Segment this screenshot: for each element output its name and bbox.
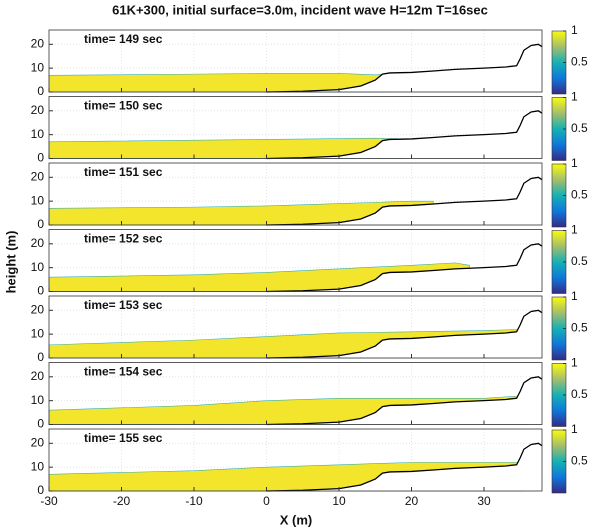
y-tick-label: 20: [31, 302, 45, 316]
land-mask: [266, 310, 542, 358]
x-tick-label: -10: [185, 494, 203, 508]
y-tick-label: 0: [37, 84, 44, 98]
y-tick-label: 10: [31, 193, 45, 207]
colorbar-tick-label: 0.5: [571, 321, 588, 335]
x-tick-label: 30: [477, 494, 491, 508]
y-tick-label: 20: [31, 369, 45, 383]
axes-box: [48, 362, 543, 425]
land-mask: [266, 443, 542, 491]
y-tick-label: 0: [37, 350, 44, 364]
panel-label: time= 151 sec: [84, 165, 163, 179]
axes-box: [48, 96, 543, 159]
y-tick-label: 0: [37, 417, 44, 431]
y-axis-label: height (m): [3, 231, 18, 294]
panel-label: time= 152 sec: [84, 232, 163, 246]
panel-label: time= 153 sec: [84, 298, 163, 312]
bottom-line: [266, 376, 543, 426]
y-tick-label: 20: [31, 169, 45, 183]
y-tick-label: 20: [31, 103, 45, 117]
colorbar-tick-label: 1: [571, 422, 578, 436]
axes-box: [48, 428, 543, 492]
panel-label: time= 154 sec: [84, 365, 163, 379]
y-tick-label: 0: [37, 483, 44, 497]
x-tick-label: 20: [405, 494, 419, 508]
x-tick-label: -20: [113, 494, 131, 508]
panel-label: time= 155 sec: [84, 431, 163, 445]
panel-label: time= 150 sec: [84, 99, 163, 113]
axes-box: [48, 162, 543, 226]
bottom-line: [266, 43, 543, 93]
colorbar-tick-label: 0.5: [571, 254, 588, 268]
bottom-line: [266, 442, 543, 492]
axes-box: [48, 295, 543, 359]
y-tick-label: 10: [31, 459, 45, 473]
land-mask: [266, 44, 542, 92]
x-axis-label: X (m): [280, 512, 313, 527]
x-tick-label: 10: [332, 494, 346, 508]
colorbar-tick-label: 1: [571, 23, 578, 37]
panel-label: time= 149 sec: [84, 32, 163, 46]
x-tick-label: -30: [40, 494, 58, 508]
y-tick-label: 20: [31, 36, 45, 50]
axes-box: [48, 229, 543, 292]
bottom-line: [266, 243, 543, 293]
land-mask: [266, 177, 542, 225]
y-tick-label: 0: [37, 284, 44, 298]
colorbar-tick-label: 0.5: [571, 55, 588, 69]
axes-box: [48, 29, 543, 93]
y-tick-label: 10: [31, 326, 45, 340]
colorbar-tick-label: 1: [571, 289, 578, 303]
land-mask: [266, 243, 542, 292]
y-tick-label: 20: [31, 236, 45, 250]
colorbar-tick-label: 0.5: [571, 387, 588, 401]
colorbar-tick-label: 0.5: [571, 188, 588, 202]
colorbar-tick-label: 1: [571, 90, 578, 104]
y-tick-label: 0: [37, 217, 44, 231]
colorbar-tick-label: 1: [571, 156, 578, 170]
colorbar-tick-label: 1: [571, 223, 578, 237]
bottom-line: [266, 176, 543, 226]
y-tick-label: 10: [31, 127, 45, 141]
bottom-line: [266, 110, 543, 160]
figure-title: 61K+300, initial surface=3.0m, incident …: [112, 2, 488, 17]
y-tick-label: 10: [31, 260, 45, 274]
colorbar-tick-label: 0.5: [571, 454, 588, 468]
y-tick-label: 10: [31, 393, 45, 407]
y-tick-label: 0: [37, 151, 44, 165]
land-mask: [266, 110, 542, 159]
land-mask: [266, 376, 542, 425]
bottom-line: [266, 309, 543, 359]
x-tick-label: 0: [263, 494, 270, 508]
colorbar-tick-label: 1: [571, 356, 578, 370]
colorbar-tick-label: 0.5: [571, 121, 588, 135]
y-tick-label: 10: [31, 60, 45, 74]
y-tick-label: 20: [31, 435, 45, 449]
